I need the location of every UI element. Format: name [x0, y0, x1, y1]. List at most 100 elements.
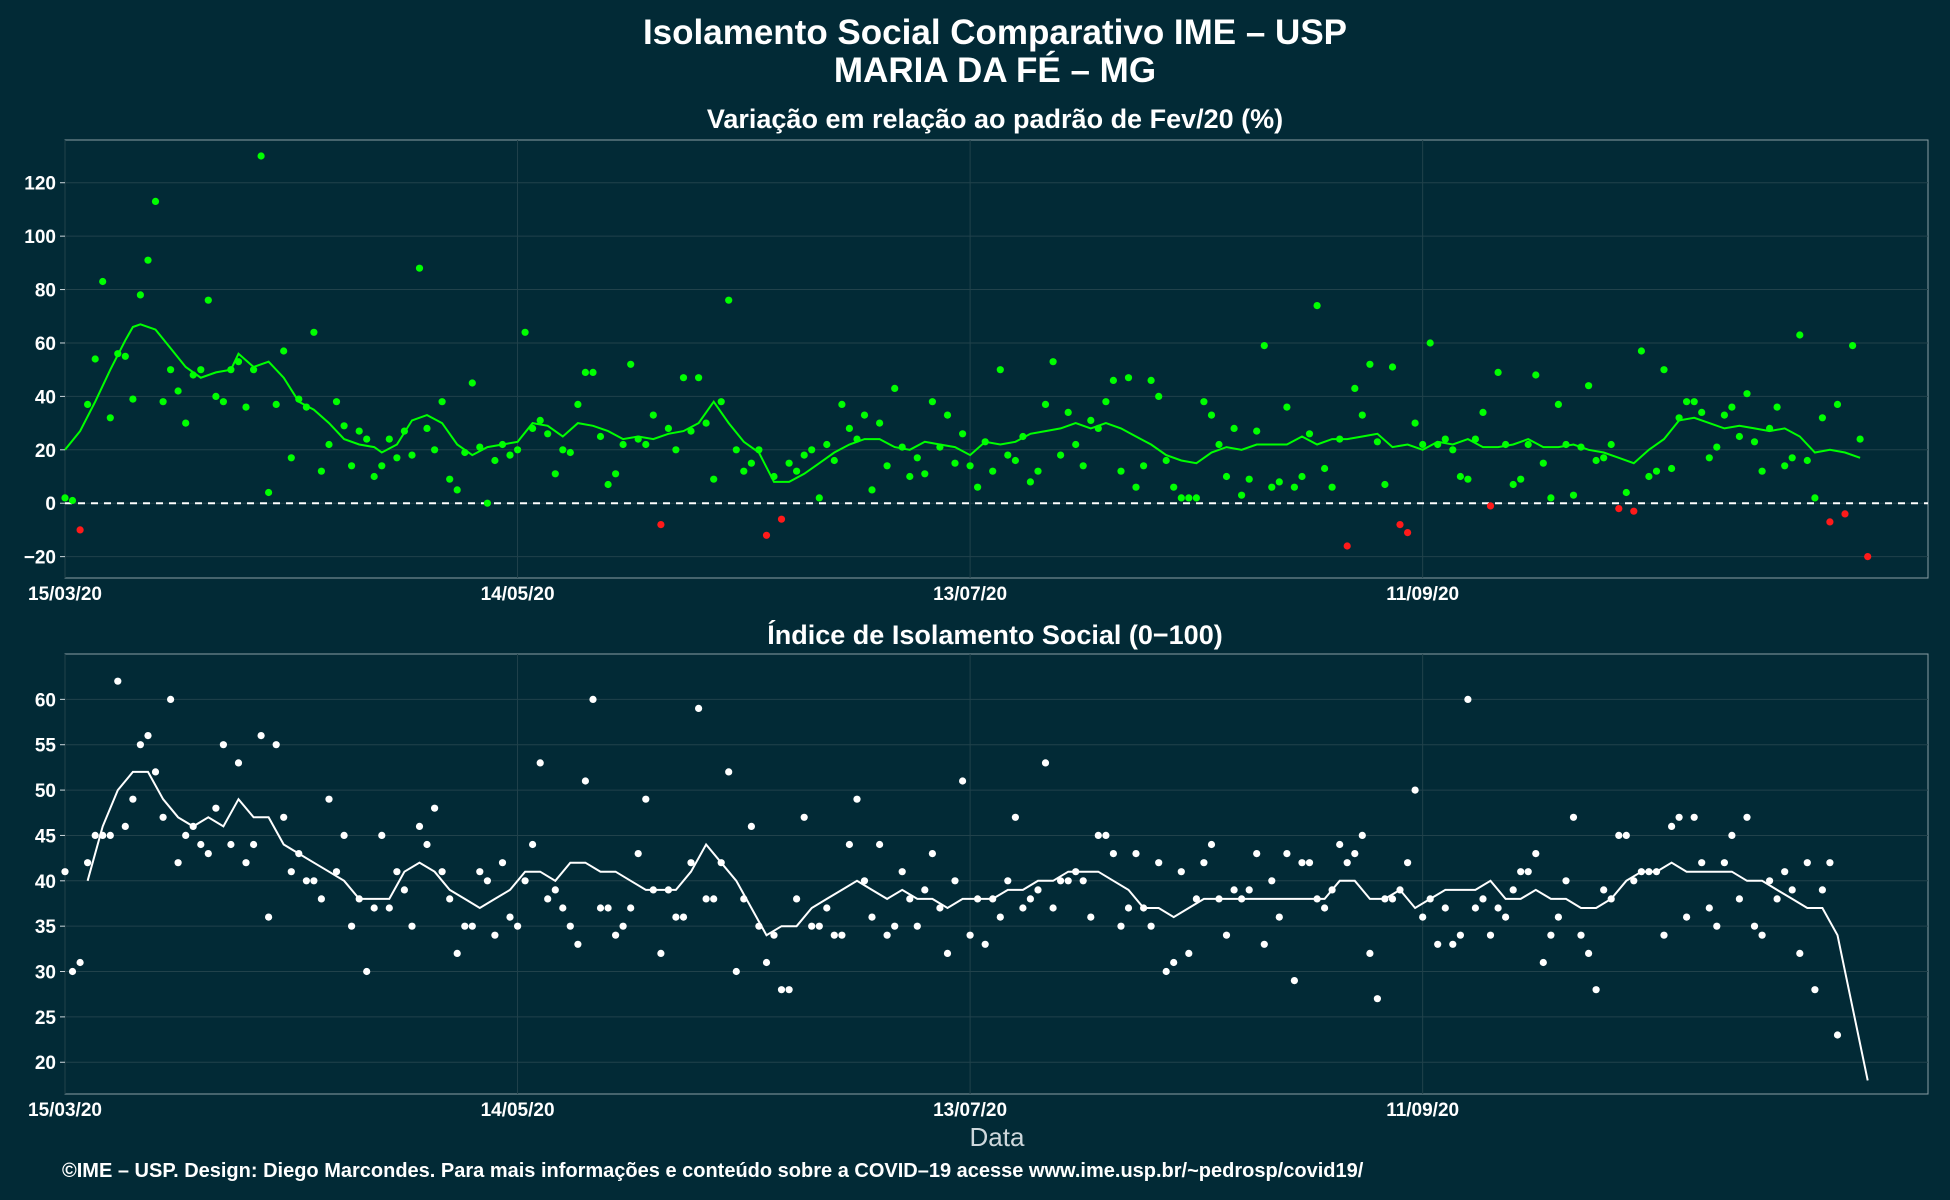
- x-tick-label: 13/07/20: [933, 584, 1007, 605]
- panel-variation: Variação em relação ao padrão de Fev/20 …: [24, 104, 1929, 605]
- data-point: [1743, 390, 1751, 398]
- data-point: [1253, 850, 1261, 858]
- data-point: [1358, 411, 1366, 419]
- y-tick-label: 40: [35, 872, 56, 893]
- data-point: [483, 499, 491, 507]
- data-point: [1713, 922, 1721, 930]
- data-point: [551, 886, 559, 894]
- data-point: [544, 895, 552, 903]
- data-point: [348, 462, 356, 470]
- data-point: [159, 813, 167, 821]
- data-point: [204, 296, 212, 304]
- data-point: [1343, 859, 1351, 867]
- data-point: [951, 459, 959, 467]
- data-point: [1268, 877, 1276, 885]
- data-point: [317, 895, 325, 903]
- data-point: [1162, 967, 1170, 976]
- data-point: [627, 360, 635, 368]
- data-point: [521, 328, 529, 336]
- data-point: [1615, 505, 1623, 513]
- data-point: [1577, 931, 1585, 939]
- data-point: [1683, 913, 1691, 921]
- data-point: [182, 831, 190, 840]
- data-point: [1735, 895, 1743, 903]
- y-tick-label: 60: [35, 334, 56, 355]
- footer-credit: ©IME – USP. Design: Diego Marcondes. Par…: [62, 1160, 1364, 1182]
- data-point: [762, 531, 771, 539]
- data-point: [604, 904, 612, 912]
- data-point: [1185, 494, 1193, 502]
- data-point: [747, 459, 756, 467]
- data-point: [649, 886, 657, 894]
- data-point: [1494, 904, 1502, 912]
- data-point: [1675, 414, 1683, 422]
- x-tick-label: 15/03/20: [28, 584, 102, 605]
- data-point: [61, 494, 69, 502]
- data-point: [514, 446, 522, 454]
- data-point: [1698, 408, 1706, 416]
- data-point: [1366, 949, 1374, 958]
- data-point: [408, 922, 416, 930]
- data-point: [302, 877, 310, 885]
- data-point: [1773, 895, 1781, 903]
- data-point: [1569, 491, 1578, 499]
- data-point: [1788, 886, 1796, 894]
- data-point: [634, 435, 642, 443]
- data-point: [1713, 443, 1721, 451]
- data-point: [566, 922, 574, 930]
- data-point: [1434, 940, 1442, 948]
- panel-index-title: Índice de Isolamento Social (0−100): [767, 619, 1222, 650]
- data-point: [363, 435, 371, 443]
- data-point: [491, 456, 499, 465]
- data-point: [574, 400, 582, 408]
- data-point: [1305, 859, 1314, 867]
- y-tick-label: 45: [35, 826, 57, 847]
- data-point: [793, 467, 801, 475]
- data-point: [370, 904, 378, 912]
- data-point: [740, 895, 748, 903]
- data-point: [619, 440, 627, 449]
- data-point: [596, 904, 605, 912]
- data-point: [159, 398, 167, 406]
- data-point: [1328, 483, 1336, 491]
- data-point: [808, 922, 816, 930]
- data-point: [99, 277, 107, 286]
- data-point: [1766, 877, 1774, 885]
- data-point: [212, 392, 220, 400]
- data-point: [431, 804, 439, 812]
- data-point: [1102, 831, 1110, 840]
- data-point: [1109, 376, 1117, 384]
- data-point: [1404, 529, 1412, 537]
- data-point: [1464, 475, 1472, 483]
- data-point: [272, 400, 280, 408]
- data-point: [1321, 904, 1329, 912]
- data-point: [823, 904, 831, 912]
- data-point: [204, 850, 212, 858]
- data-point: [1449, 940, 1457, 948]
- data-point: [1057, 451, 1065, 459]
- data-point: [1026, 895, 1034, 903]
- data-point: [1094, 831, 1102, 840]
- data-point: [1117, 922, 1125, 930]
- data-point: [1826, 518, 1834, 526]
- data-point: [1373, 438, 1381, 446]
- data-point: [883, 931, 891, 939]
- data-point: [144, 732, 152, 740]
- data-point: [544, 430, 552, 438]
- data-point: [1728, 403, 1736, 411]
- data-point: [1554, 400, 1562, 408]
- data-point: [906, 895, 914, 903]
- data-point: [1750, 438, 1759, 446]
- y-tick-label: 50: [35, 781, 56, 802]
- data-point: [1155, 392, 1163, 400]
- x-tick-label: 14/05/20: [481, 1100, 555, 1121]
- data-point: [906, 472, 914, 481]
- data-point: [1517, 868, 1525, 876]
- data-point: [378, 831, 386, 840]
- data-point: [1690, 398, 1698, 406]
- data-point: [921, 470, 929, 478]
- data-point: [1547, 494, 1555, 502]
- data-point: [1351, 384, 1359, 392]
- data-point: [1177, 494, 1185, 502]
- data-point: [1660, 366, 1668, 374]
